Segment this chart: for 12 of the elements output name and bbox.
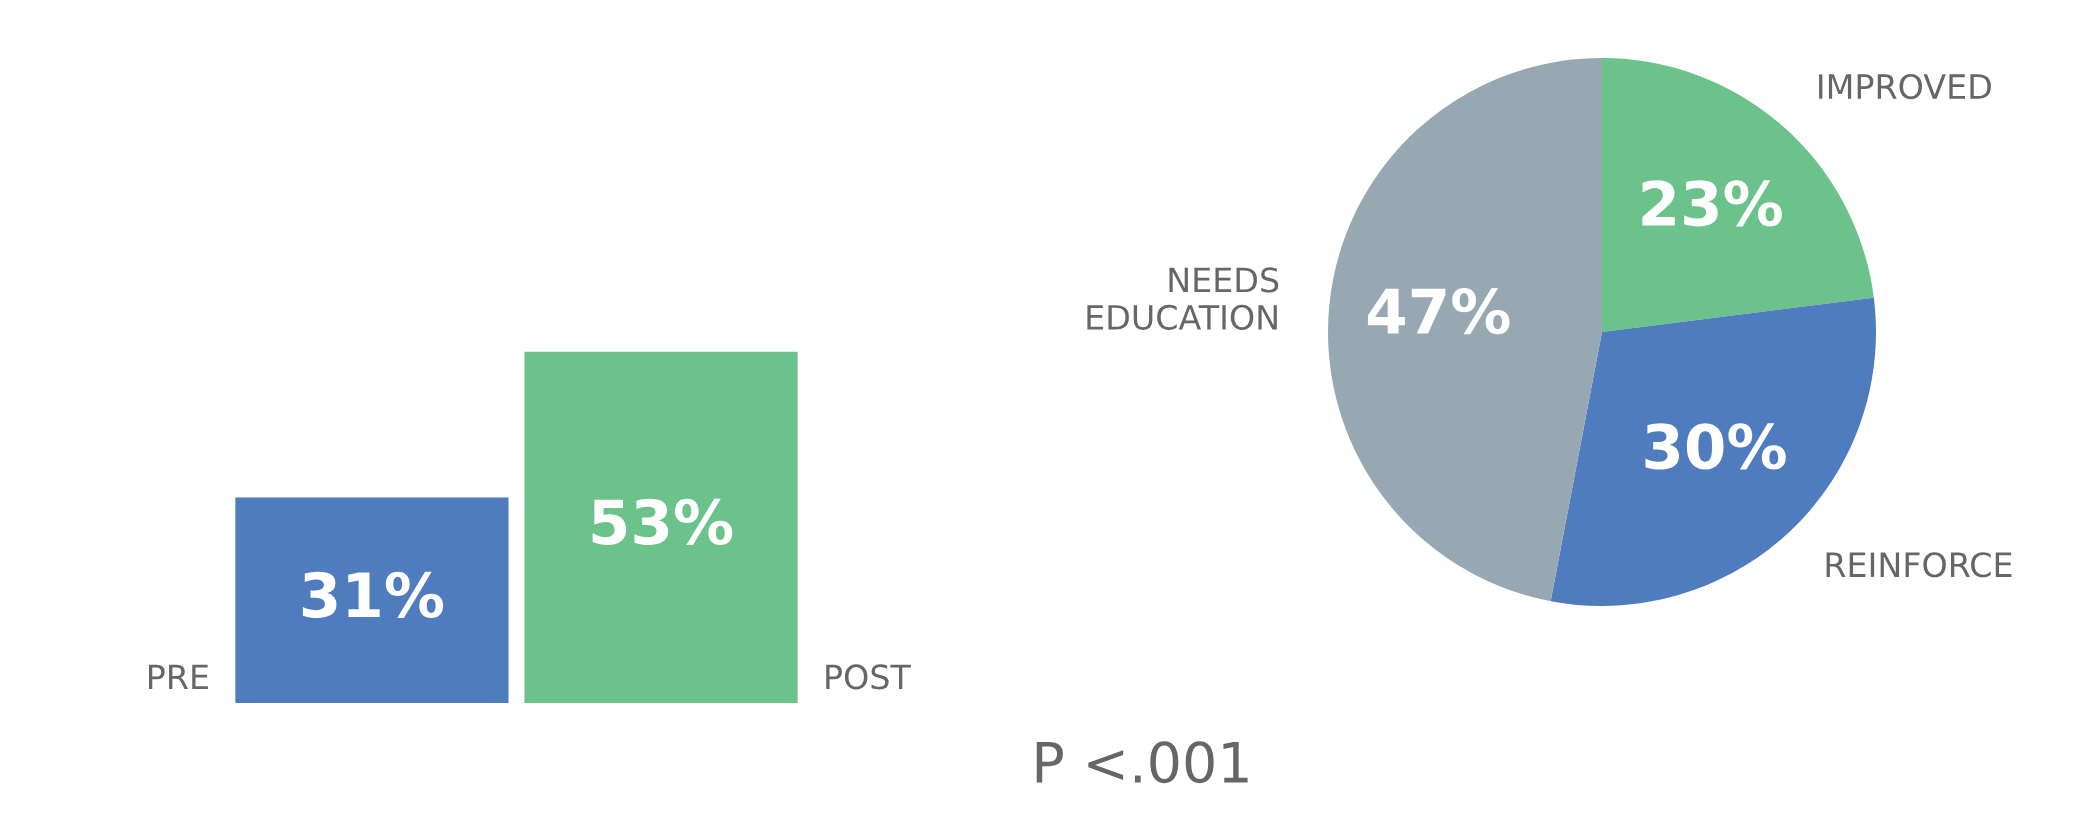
data-label: 47% — [1367, 288, 1510, 335]
data-label: 30% — [1645, 423, 1786, 470]
x-tick-label: PRE — [148, 664, 208, 690]
slice-label: IMPROVED — [1819, 73, 1991, 100]
data-label: 31% — [302, 571, 444, 618]
slice-label: NEEDS EDUCATION — [1087, 267, 1279, 330]
slice-label: REINFORCE — [1826, 552, 2012, 578]
text: P <.001 — [1036, 741, 1248, 784]
pie-slice — [1328, 58, 1602, 602]
x-tick-label: POST — [826, 664, 911, 690]
data-label: 53% — [592, 498, 733, 546]
data-label: 23% — [1642, 180, 1782, 227]
